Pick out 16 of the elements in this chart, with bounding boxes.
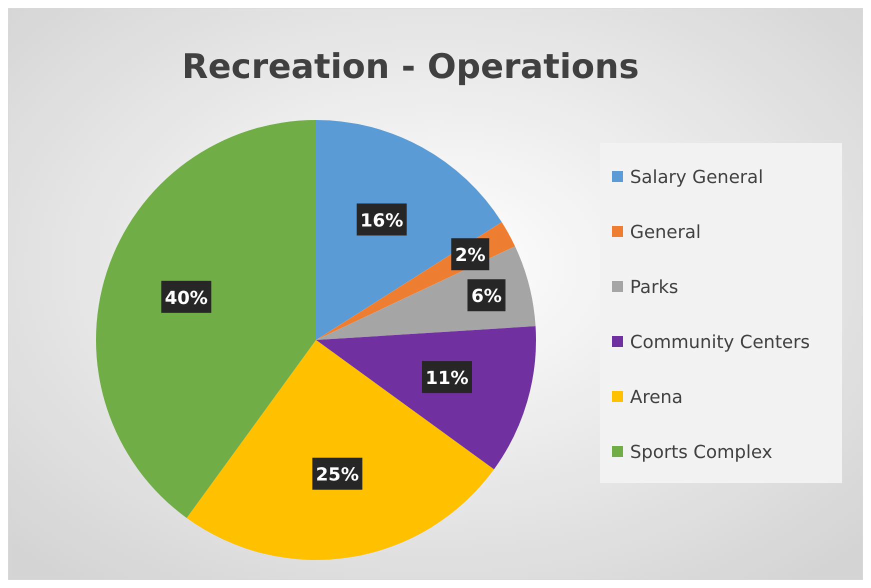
legend-label: General (630, 222, 701, 243)
legend-label: Salary General (630, 167, 764, 188)
data-label: 25% (316, 464, 359, 486)
data-label: 11% (425, 368, 469, 390)
legend-label: Parks (630, 277, 678, 298)
data-label: 16% (360, 210, 404, 232)
legend-label: Arena (630, 387, 683, 408)
data-label: 40% (164, 288, 208, 309)
legend-label: Sports Complex (630, 442, 773, 463)
data-label: 2% (454, 245, 486, 266)
chart-title: Recreation - Operations (182, 47, 640, 87)
legend-label: Community Centers (630, 332, 810, 353)
pie-slice (316, 120, 502, 340)
pie-slice (96, 120, 316, 518)
data-label: 6% (471, 286, 502, 308)
pie-slice (186, 340, 494, 560)
